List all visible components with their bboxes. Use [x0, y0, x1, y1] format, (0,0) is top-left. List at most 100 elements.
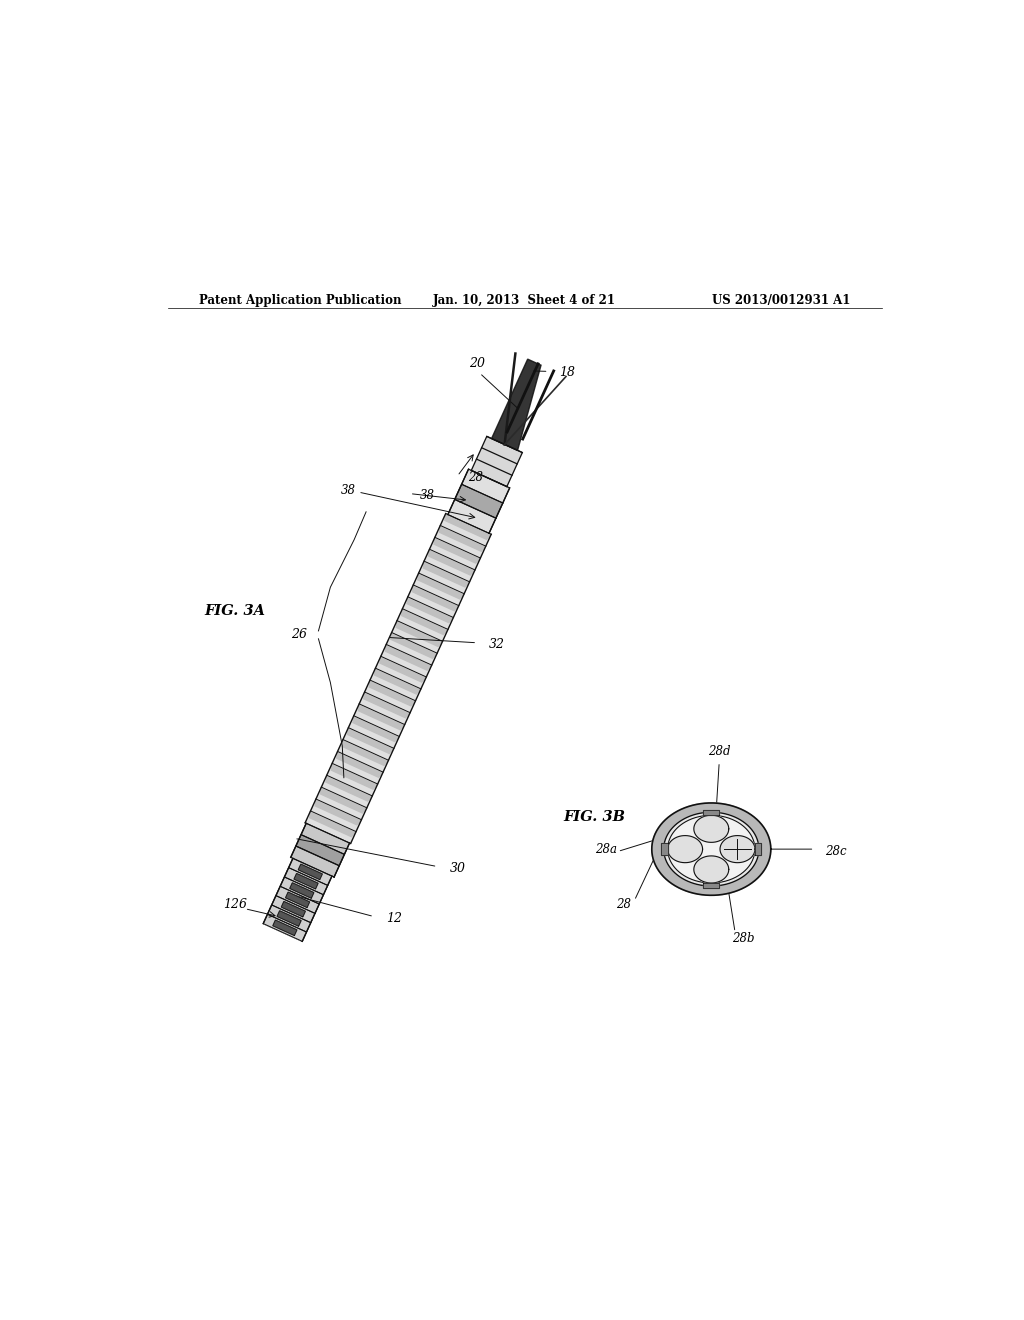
Polygon shape [290, 883, 313, 898]
Text: FIG. 3B: FIG. 3B [563, 810, 626, 825]
Text: US 2013/0012931 A1: US 2013/0012931 A1 [712, 293, 850, 306]
Polygon shape [282, 902, 305, 917]
Text: 28d: 28d [708, 744, 730, 758]
Polygon shape [419, 568, 465, 594]
Text: 30: 30 [450, 862, 465, 875]
Polygon shape [291, 846, 339, 876]
Polygon shape [429, 544, 476, 570]
Text: 12: 12 [386, 912, 401, 925]
Text: 28: 28 [616, 898, 632, 911]
Polygon shape [305, 817, 351, 843]
Text: 28c: 28c [824, 845, 847, 858]
Polygon shape [332, 758, 379, 784]
Polygon shape [418, 573, 464, 599]
Polygon shape [298, 865, 323, 879]
Polygon shape [370, 675, 417, 701]
Polygon shape [327, 770, 373, 796]
Polygon shape [337, 751, 383, 777]
Polygon shape [281, 876, 324, 904]
Polygon shape [380, 656, 426, 682]
Polygon shape [364, 692, 411, 718]
Text: 126: 126 [223, 898, 247, 911]
Polygon shape [315, 799, 361, 825]
Text: 26: 26 [291, 628, 306, 642]
Polygon shape [375, 668, 421, 694]
Polygon shape [278, 911, 301, 927]
Polygon shape [289, 858, 332, 886]
Polygon shape [755, 843, 761, 855]
Polygon shape [285, 867, 328, 895]
Polygon shape [316, 793, 362, 820]
Polygon shape [263, 858, 332, 941]
Polygon shape [462, 469, 510, 503]
Polygon shape [447, 499, 496, 533]
Polygon shape [263, 915, 306, 941]
Text: Jan. 10, 2013  Sheet 4 of 21: Jan. 10, 2013 Sheet 4 of 21 [433, 293, 616, 306]
Polygon shape [652, 803, 771, 895]
Text: 38: 38 [420, 490, 435, 503]
Polygon shape [434, 537, 480, 564]
Polygon shape [353, 710, 400, 737]
Text: 38: 38 [341, 484, 356, 496]
Polygon shape [401, 609, 447, 635]
Polygon shape [301, 824, 349, 854]
Polygon shape [305, 513, 492, 843]
Polygon shape [424, 556, 470, 582]
Polygon shape [310, 805, 357, 832]
Polygon shape [720, 836, 755, 863]
Polygon shape [408, 591, 455, 618]
Polygon shape [338, 746, 384, 772]
Polygon shape [429, 549, 475, 576]
Polygon shape [703, 810, 719, 816]
Polygon shape [332, 763, 378, 789]
Text: 28: 28 [468, 471, 482, 484]
Polygon shape [492, 359, 541, 450]
Polygon shape [668, 816, 755, 883]
Polygon shape [703, 883, 719, 888]
Polygon shape [353, 715, 399, 742]
Polygon shape [348, 722, 395, 748]
Polygon shape [397, 615, 443, 642]
Polygon shape [407, 597, 454, 623]
Polygon shape [296, 834, 344, 866]
Polygon shape [309, 810, 356, 837]
Polygon shape [358, 704, 404, 730]
Polygon shape [271, 896, 315, 923]
Polygon shape [662, 843, 668, 855]
Polygon shape [694, 855, 729, 883]
Polygon shape [668, 836, 702, 863]
Polygon shape [321, 787, 367, 813]
Polygon shape [369, 680, 416, 706]
Polygon shape [359, 698, 406, 725]
Polygon shape [391, 627, 438, 653]
Polygon shape [294, 874, 318, 888]
Polygon shape [440, 520, 486, 546]
Polygon shape [455, 484, 503, 519]
Polygon shape [343, 734, 389, 760]
Polygon shape [385, 644, 432, 671]
Polygon shape [413, 585, 459, 611]
Polygon shape [439, 525, 485, 552]
Polygon shape [342, 739, 388, 766]
Text: Patent Application Publication: Patent Application Publication [200, 293, 402, 306]
Polygon shape [402, 603, 449, 630]
Polygon shape [396, 620, 442, 647]
Polygon shape [664, 812, 759, 886]
Polygon shape [365, 686, 411, 713]
Text: 32: 32 [489, 638, 505, 651]
Polygon shape [381, 651, 427, 677]
Polygon shape [414, 579, 460, 606]
Polygon shape [444, 513, 492, 540]
Polygon shape [435, 532, 481, 558]
Polygon shape [391, 632, 437, 659]
Polygon shape [694, 816, 729, 842]
Polygon shape [423, 561, 470, 587]
Polygon shape [267, 906, 310, 932]
Polygon shape [286, 892, 309, 908]
Polygon shape [347, 727, 394, 754]
Text: 28a: 28a [595, 842, 616, 855]
Text: 20: 20 [469, 356, 485, 370]
Text: FIG. 3A: FIG. 3A [205, 605, 265, 618]
Polygon shape [322, 781, 368, 808]
Polygon shape [272, 920, 297, 936]
